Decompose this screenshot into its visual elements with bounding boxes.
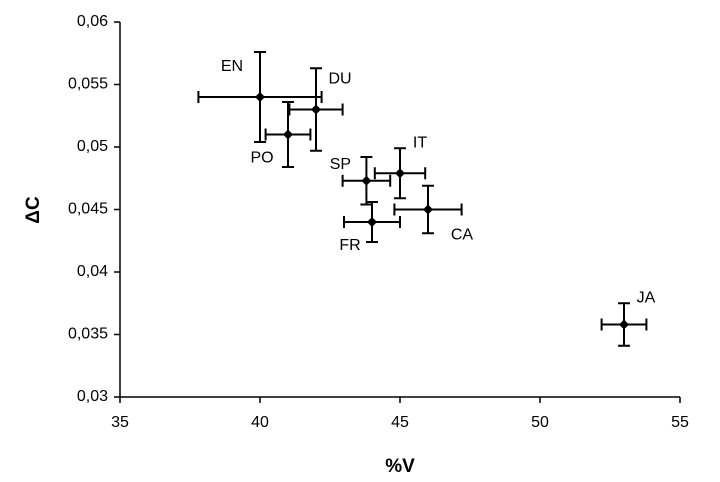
point — [311, 104, 321, 115]
point — [255, 92, 265, 102]
y-tick-label: 0,05 — [77, 138, 108, 155]
point — [619, 319, 629, 330]
x-tick-label: 35 — [111, 414, 129, 431]
point — [395, 168, 405, 179]
y-tick-label: 0,04 — [77, 263, 108, 280]
y-tick-label: 0,03 — [77, 388, 108, 405]
y-axis-label: ΔC — [23, 196, 44, 224]
point-label: CA — [451, 227, 474, 244]
point-label: SP — [330, 156, 351, 173]
point — [367, 217, 377, 227]
x-tick-label: 50 — [531, 414, 549, 431]
x-tick-label: 55 — [671, 414, 689, 431]
point-label: JA — [637, 290, 656, 307]
y-tick-label: 0,035 — [68, 326, 108, 343]
point — [361, 175, 372, 186]
y-tick-label: 0,06 — [77, 13, 108, 30]
point — [283, 129, 293, 140]
point-label: IT — [413, 134, 427, 151]
point-label: DU — [328, 71, 351, 88]
point-label: PO — [250, 150, 273, 167]
y-tick-label: 0,055 — [68, 76, 108, 93]
y-tick-label: 0,045 — [68, 201, 108, 218]
x-tick-label: 40 — [251, 414, 269, 431]
point-label: FR — [339, 237, 360, 254]
point — [423, 204, 433, 215]
x-axis-label: %V — [385, 456, 415, 477]
x-tick-label: 45 — [391, 414, 409, 431]
point-label: EN — [221, 58, 243, 75]
